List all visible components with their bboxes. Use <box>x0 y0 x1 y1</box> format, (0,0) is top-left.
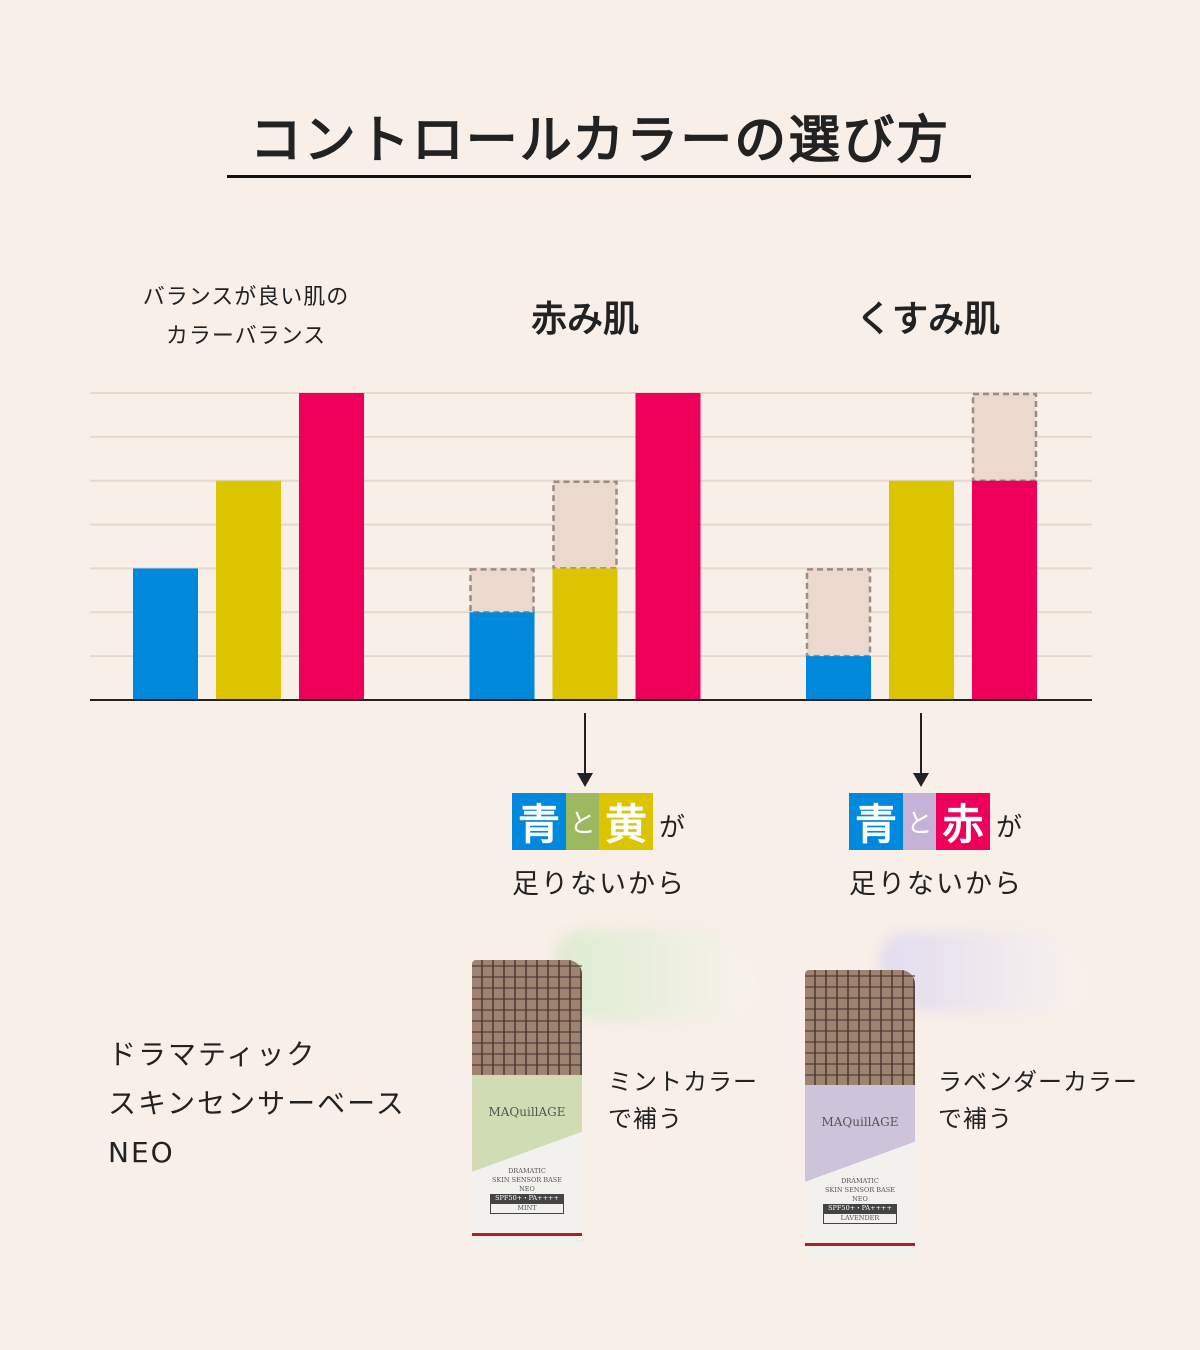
group-label-line: カラーバランス <box>165 324 327 349</box>
label-line: NEO <box>852 1195 868 1203</box>
particle-ga: が <box>996 813 1023 843</box>
arrow-down-icon <box>913 713 929 787</box>
arrow-down-icon <box>577 713 593 787</box>
label-line: NEO <box>519 1185 535 1193</box>
title-underline <box>227 175 971 178</box>
bar-yellow <box>889 480 954 700</box>
bar-blue <box>806 656 871 700</box>
callout-sub: 足りないから <box>849 869 1023 900</box>
bar-yellow <box>216 480 281 700</box>
brand-logo: MAQuillAGE <box>821 1115 899 1129</box>
deficit-bar <box>552 480 618 570</box>
bottle-label: DRAMATIC SKIN SENSOR BASE NEO SPF50+・PA+… <box>472 1167 582 1214</box>
color-box-blue: 青 <box>512 793 566 850</box>
bottle-cap <box>472 960 582 1075</box>
mint-texture-swatch <box>555 930 755 1020</box>
callout-sub: 足りないから <box>512 869 686 900</box>
caption-mint: ミントカラー で補う <box>608 1064 758 1138</box>
group-label-balanced: バランスが良い肌の カラーバランス <box>96 278 396 356</box>
bar-red <box>635 393 701 700</box>
red-stripe <box>472 1233 582 1236</box>
label-line: SKIN SENSOR BASE <box>825 1186 895 1194</box>
product-name-line: スキンセンサーベース <box>108 1087 406 1120</box>
bottle-cap <box>805 970 915 1085</box>
label-line: DRAMATIC <box>508 1167 546 1175</box>
bar-blue <box>469 612 535 700</box>
label-line: DRAMATIC <box>841 1177 879 1185</box>
caption-line: で補う <box>938 1105 1013 1133</box>
bar-blue <box>133 568 198 700</box>
label-line: SPF50+・PA++++ <box>823 1204 897 1213</box>
label-line: SKIN SENSOR BASE <box>492 1176 562 1184</box>
deficit-bar <box>469 568 535 614</box>
bottle-body: MAQuillAGE DRAMATIC SKIN SENSOR BASE NEO… <box>472 1075 582 1250</box>
caption-lavender: ラベンダーカラー で補う <box>938 1064 1138 1138</box>
color-box-red: 赤 <box>936 793 990 850</box>
brand-logo: MAQuillAGE <box>488 1105 566 1119</box>
product-name: ドラマティック スキンセンサーベース NEO <box>108 1030 406 1177</box>
bar-yellow <box>552 568 618 700</box>
red-stripe <box>805 1243 915 1246</box>
bottle-label: DRAMATIC SKIN SENSOR BASE NEO SPF50+・PA+… <box>805 1177 915 1224</box>
group-label-redness: 赤み肌 <box>530 299 639 340</box>
bottle-body: MAQuillAGE DRAMATIC SKIN SENSOR BASE NEO… <box>805 1085 915 1260</box>
deficit-bar <box>805 568 872 658</box>
callout-dullness: 青 と 赤 が 足りないから <box>849 793 1023 901</box>
particle-ga: が <box>659 813 686 843</box>
product-bottle-mint: MAQuillAGE DRAMATIC SKIN SENSOR BASE NEO… <box>472 960 592 1250</box>
bar-red <box>299 393 364 700</box>
label-line: MINT <box>490 1203 564 1214</box>
page-title: コントロールカラーの選び方 <box>249 111 951 171</box>
bar-chart <box>90 392 1092 701</box>
group-label-line: バランスが良い肌の <box>142 285 350 310</box>
connector-to: と <box>903 793 936 850</box>
connector-to: と <box>566 793 599 850</box>
caption-line: で補う <box>608 1105 683 1133</box>
color-box-yellow: 黄 <box>599 793 653 850</box>
group-label-dullness: くすみ肌 <box>855 299 1000 340</box>
color-box-blue: 青 <box>849 793 903 850</box>
label-line: SPF50+・PA++++ <box>490 1194 564 1203</box>
caption-line: ラベンダーカラー <box>938 1068 1138 1096</box>
bar-red <box>972 480 1037 700</box>
product-name-line: NEO <box>108 1136 175 1169</box>
callout-redness: 青 と 黄 が 足りないから <box>512 793 686 901</box>
product-name-line: ドラマティック <box>108 1038 317 1071</box>
product-bottle-lavender: MAQuillAGE DRAMATIC SKIN SENSOR BASE NEO… <box>805 970 925 1260</box>
deficit-bar <box>971 392 1038 482</box>
caption-line: ミントカラー <box>608 1068 758 1096</box>
label-line: LAVENDER <box>823 1213 897 1224</box>
